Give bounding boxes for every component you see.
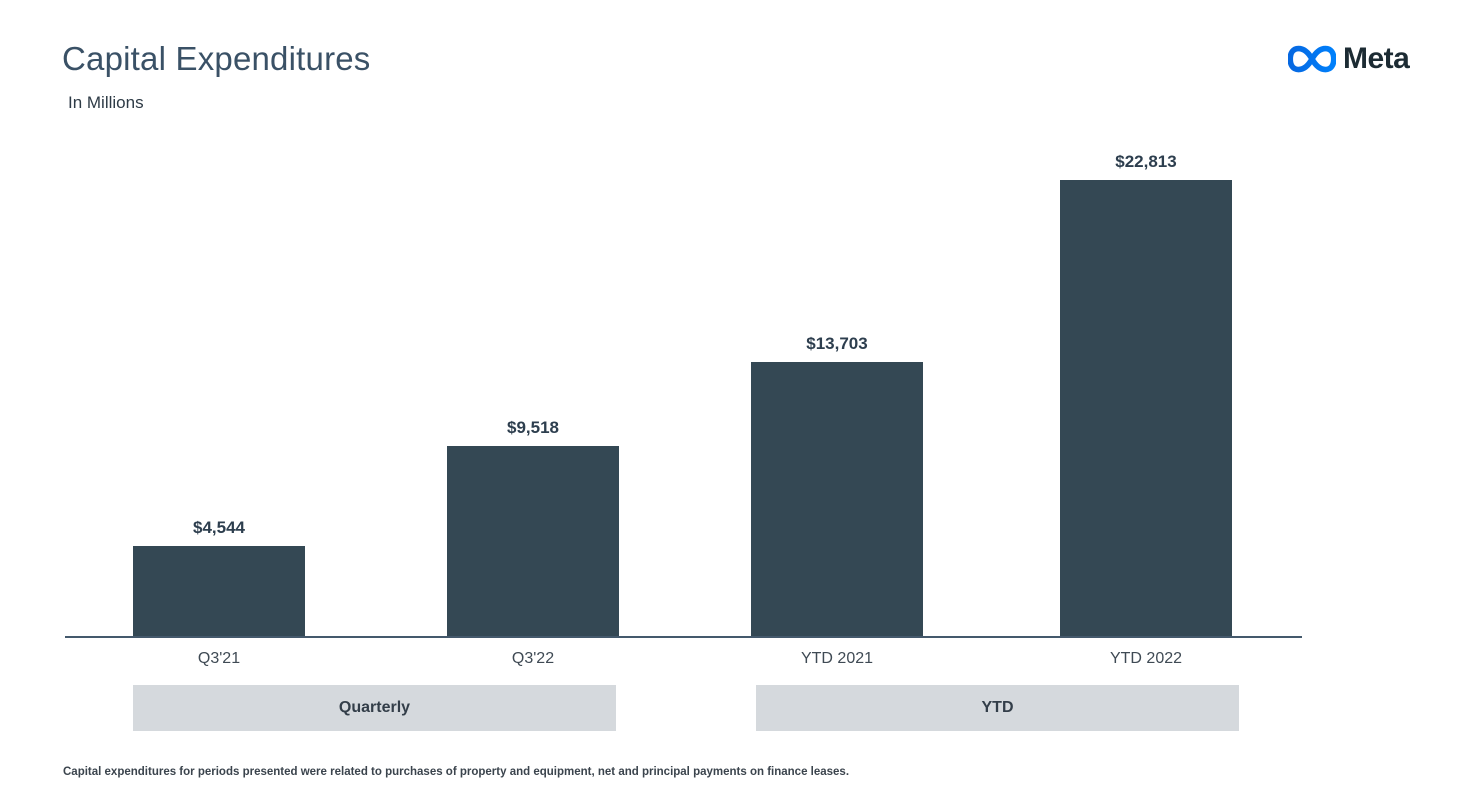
meta-infinity-icon bbox=[1288, 45, 1336, 73]
bar-group: $9,518 bbox=[447, 418, 619, 637]
x-axis-label: YTD 2022 bbox=[1109, 650, 1183, 667]
bar bbox=[751, 362, 923, 637]
page-subtitle: In Millions bbox=[68, 93, 144, 112]
bar-value-label: $4,544 bbox=[193, 518, 245, 537]
x-axis-line bbox=[65, 636, 1302, 638]
bar-value-label: $22,813 bbox=[1115, 152, 1177, 171]
bar-group: $13,703 bbox=[751, 334, 923, 637]
bar bbox=[133, 546, 305, 637]
bar-group: $22,813 bbox=[1060, 152, 1232, 637]
page-title: Capital Expenditures bbox=[62, 40, 371, 77]
x-axis-label: Q3'22 bbox=[511, 650, 555, 667]
group-banner-quarterly: Quarterly bbox=[133, 685, 616, 731]
x-axis-label: YTD 2021 bbox=[800, 650, 874, 667]
meta-logo: Meta bbox=[1288, 42, 1410, 76]
bar-group: $4,544 bbox=[133, 518, 305, 637]
bar-value-label: $9,518 bbox=[507, 418, 559, 437]
bar bbox=[1060, 180, 1232, 637]
group-banner-ytd: YTD bbox=[756, 685, 1239, 731]
x-axis-label: Q3'21 bbox=[197, 650, 241, 667]
bar bbox=[447, 446, 619, 637]
footnote: Capital expenditures for periods present… bbox=[63, 766, 850, 778]
bar-value-label: $13,703 bbox=[806, 334, 868, 353]
meta-wordmark: Meta bbox=[1343, 42, 1410, 75]
